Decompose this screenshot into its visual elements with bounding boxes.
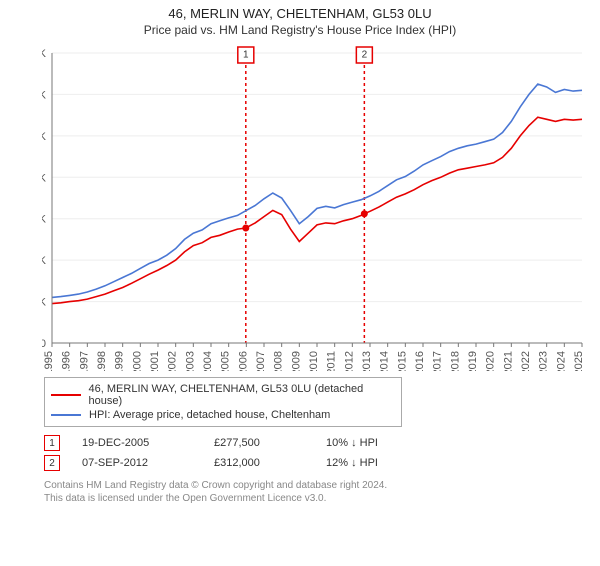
event-date: 07-SEP-2012	[82, 457, 192, 469]
legend-item: 46, MERLIN WAY, CHELTENHAM, GL53 0LU (de…	[51, 382, 395, 408]
event-marker-icon: 2	[44, 455, 60, 471]
disclaimer-line: This data is licensed under the Open Gov…	[44, 492, 600, 505]
svg-text:2004: 2004	[202, 351, 214, 371]
svg-text:2017: 2017	[432, 351, 444, 371]
svg-text:2016: 2016	[414, 351, 426, 371]
svg-text:£100K: £100K	[42, 297, 47, 309]
svg-text:2015: 2015	[396, 351, 408, 371]
disclaimer-line: Contains HM Land Registry data © Crown c…	[44, 479, 600, 492]
svg-text:£500K: £500K	[42, 131, 47, 143]
svg-text:2013: 2013	[361, 351, 373, 371]
page-subtitle: Price paid vs. HM Land Registry's House …	[0, 23, 600, 37]
svg-text:2022: 2022	[520, 351, 532, 371]
table-row: 1 19-DEC-2005 £277,500 10% ↓ HPI	[44, 433, 600, 453]
svg-text:2011: 2011	[326, 351, 338, 371]
event-date: 19-DEC-2005	[82, 437, 192, 449]
page-title: 46, MERLIN WAY, CHELTENHAM, GL53 0LU	[0, 6, 600, 21]
svg-text:£200K: £200K	[42, 255, 47, 267]
event-marker-icon: 1	[44, 435, 60, 451]
svg-text:2018: 2018	[449, 351, 461, 371]
svg-text:2000: 2000	[131, 351, 143, 371]
chart-area: £0 £100K £200K £300K £400K £500K £600K £700K 1 2 1…	[42, 41, 594, 371]
svg-text:2014: 2014	[379, 351, 391, 371]
svg-text:£700K: £700K	[42, 48, 47, 60]
svg-text:2007: 2007	[255, 351, 267, 371]
event-price: £312,000	[214, 457, 304, 469]
disclaimer: Contains HM Land Registry data © Crown c…	[44, 479, 600, 505]
svg-text:2: 2	[362, 50, 368, 61]
svg-text:2005: 2005	[220, 351, 232, 371]
svg-text:2010: 2010	[308, 351, 320, 371]
svg-text:£400K: £400K	[42, 172, 47, 184]
svg-text:2006: 2006	[237, 351, 249, 371]
svg-text:2012: 2012	[343, 351, 355, 371]
svg-text:£0: £0	[42, 338, 46, 350]
svg-text:2023: 2023	[538, 351, 550, 371]
svg-text:2025: 2025	[573, 351, 585, 371]
event-price: £277,500	[214, 437, 304, 449]
svg-text:2001: 2001	[149, 351, 161, 371]
chart-container: 46, MERLIN WAY, CHELTENHAM, GL53 0LU Pri…	[0, 6, 600, 566]
legend-swatch-icon	[51, 414, 81, 416]
legend-label: 46, MERLIN WAY, CHELTENHAM, GL53 0LU (de…	[89, 383, 395, 407]
svg-text:1998: 1998	[96, 351, 108, 371]
svg-text:2019: 2019	[467, 351, 479, 371]
legend-label: HPI: Average price, detached house, Chel…	[89, 409, 330, 421]
svg-text:1996: 1996	[61, 351, 73, 371]
svg-text:2008: 2008	[273, 351, 285, 371]
svg-text:1995: 1995	[43, 351, 55, 371]
legend-item: HPI: Average price, detached house, Chel…	[51, 408, 395, 422]
svg-text:1: 1	[243, 50, 249, 61]
legend-swatch-icon	[51, 394, 81, 396]
table-row: 2 07-SEP-2012 £312,000 12% ↓ HPI	[44, 453, 600, 473]
svg-text:2020: 2020	[485, 351, 497, 371]
svg-text:2021: 2021	[502, 351, 514, 371]
svg-text:£600K: £600K	[42, 89, 47, 101]
svg-text:2002: 2002	[167, 351, 179, 371]
line-chart: £0 £100K £200K £300K £400K £500K £600K £700K 1 2 1…	[42, 41, 594, 371]
event-pct: 10% ↓ HPI	[326, 437, 426, 449]
svg-text:1999: 1999	[114, 351, 126, 371]
events-table: 1 19-DEC-2005 £277,500 10% ↓ HPI 2 07-SE…	[44, 433, 600, 473]
svg-text:£300K: £300K	[42, 214, 47, 226]
svg-text:2003: 2003	[184, 351, 196, 371]
svg-text:1997: 1997	[78, 351, 90, 371]
legend: 46, MERLIN WAY, CHELTENHAM, GL53 0LU (de…	[44, 377, 402, 427]
svg-text:2024: 2024	[555, 351, 567, 371]
svg-text:2009: 2009	[290, 351, 302, 371]
event-pct: 12% ↓ HPI	[326, 457, 426, 469]
